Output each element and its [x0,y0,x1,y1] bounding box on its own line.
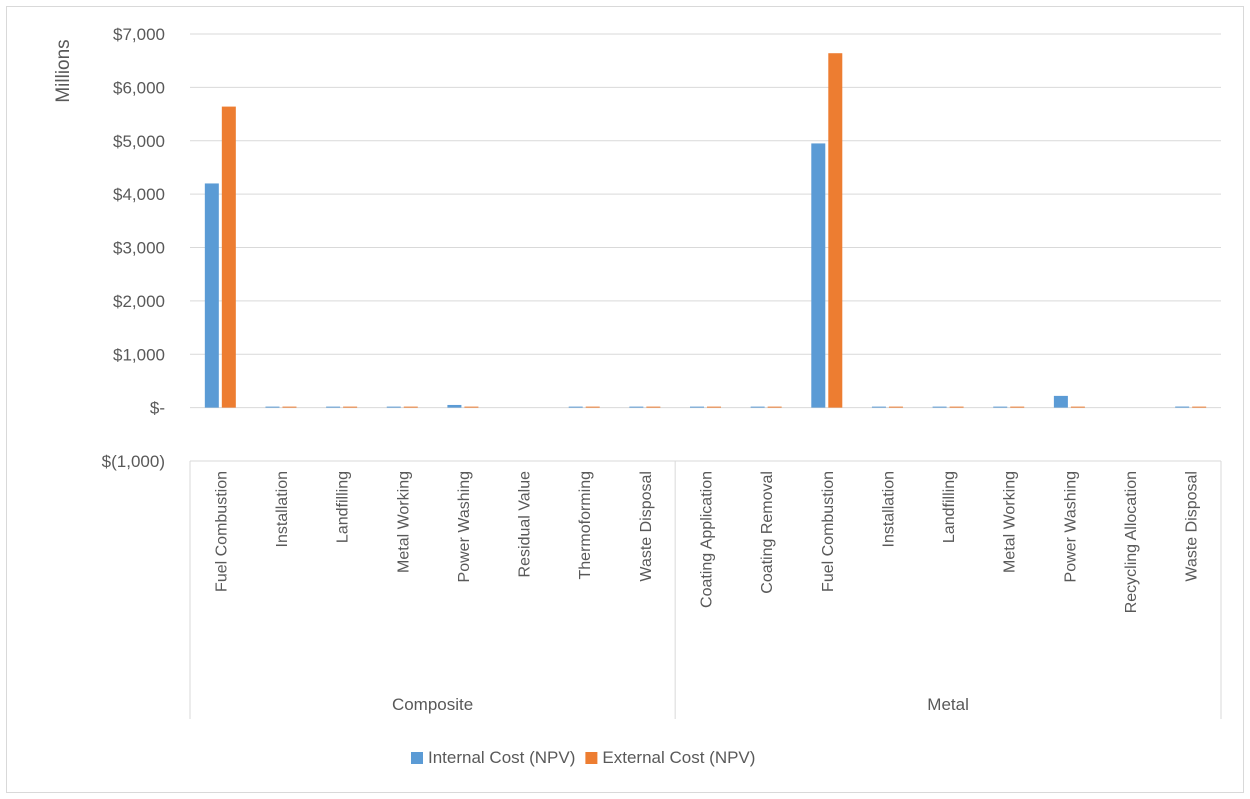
bar-internal [932,406,947,408]
bar-internal [386,406,401,408]
bar-external [1070,406,1085,408]
bar-external [343,406,358,408]
bar-internal [811,143,826,408]
category-label: Landfilling [335,471,352,543]
bars [204,53,1207,408]
bar-internal [265,406,280,408]
category-label: Metal Working [395,471,412,573]
category-label: Waste Disposal [1184,471,1201,582]
bar-external [949,406,964,408]
category-label: Recycling Allocation [1123,471,1140,613]
chart-area: $(1,000) $- $1,000 $2,000 $3,000 $4,000 $5,000… [6,6,1244,793]
bar-external [767,406,782,408]
category-label: Metal Working [1002,471,1019,573]
category-label: Thermoforming [577,471,594,579]
bar-external [1010,406,1025,408]
y-tick-label: $6,000 [113,78,165,97]
bar-internal [629,406,644,408]
category-label: Fuel Combustion [820,471,837,592]
gridlines [190,33,1221,409]
bar-external [403,406,418,408]
category-label: Landfilling [941,471,958,543]
bar-internal [326,406,341,408]
bar-internal [568,406,583,408]
y-tick-label: $2,000 [113,292,165,311]
bar-chart: $(1,000) $- $1,000 $2,000 $3,000 $4,000 $5,000… [53,25,1222,767]
legend-label: Internal Cost (NPV) [428,748,575,767]
bar-external [646,406,661,408]
category-label: Coating Removal [759,471,776,594]
bar-internal [1175,406,1190,408]
y-tick-label: $- [150,399,165,418]
bar-external [888,406,903,408]
y-axis-label: Millions [53,39,74,102]
category-label: Power Washing [456,471,473,582]
bar-external [585,406,600,408]
bar-internal [447,404,462,408]
legend-swatch [411,752,423,764]
bar-internal [750,406,765,408]
x-axis-categories: Fuel Combustion Installation Landfilling Me… [213,471,1200,613]
category-label: Fuel Combustion [213,471,230,592]
bar-external [828,53,843,408]
category-label: Coating Application [699,471,716,608]
legend-label: External Cost (NPV) [602,748,755,767]
category-label: Residual Value [517,471,534,578]
bar-external [221,106,236,408]
bar-internal [871,406,886,408]
bar-external [282,406,297,408]
x-axis [189,460,1222,719]
y-tick-label: $5,000 [113,132,165,151]
legend: Internal Cost (NPV) External Cost (NPV) [411,748,755,767]
bar-external [464,406,479,408]
group-label: Metal [927,695,969,714]
y-axis-ticks: $(1,000) $- $1,000 $2,000 $3,000 $4,000 $5,000… [102,25,165,471]
category-label: Installation [274,471,291,548]
bar-external [707,406,721,408]
category-label: Power Washing [1062,471,1079,582]
bar-internal [993,406,1008,408]
y-tick-label: $1,000 [113,345,165,364]
bar-internal [690,406,704,408]
x-axis-groups: Composite Metal [392,695,969,714]
category-label: Waste Disposal [638,471,655,582]
bar-internal [204,183,219,408]
y-tick-label: $(1,000) [102,452,165,471]
legend-swatch [585,752,598,764]
category-label: Installation [880,471,897,548]
group-label: Composite [392,695,473,714]
y-tick-label: $3,000 [113,239,165,258]
y-tick-label: $7,000 [113,25,165,44]
bar-internal [1053,395,1068,408]
y-tick-label: $4,000 [113,185,165,204]
bar-external [1192,406,1207,408]
